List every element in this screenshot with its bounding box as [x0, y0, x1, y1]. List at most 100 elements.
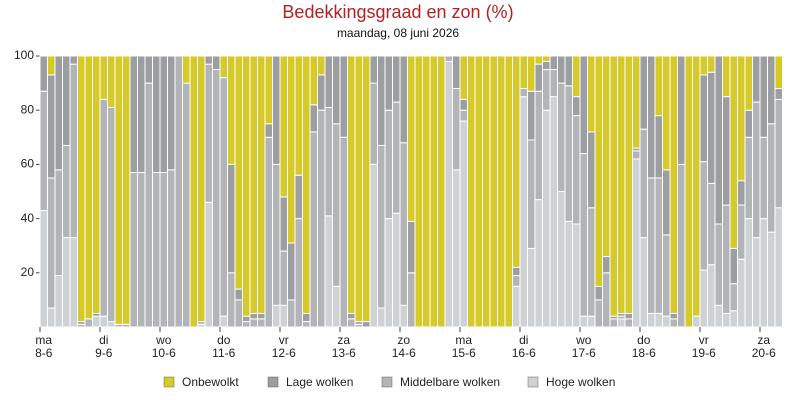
bar-segment: [47, 307, 56, 328]
bar-segment: [759, 218, 768, 328]
bar-segment: [579, 153, 588, 317]
bar-segment: [654, 177, 663, 314]
bar-segment: [159, 172, 168, 328]
bar-segment: [204, 63, 213, 203]
bar-segment: [204, 55, 213, 65]
bar-segment: [279, 55, 288, 198]
bar-segment: [197, 55, 206, 323]
bar-segment: [227, 272, 236, 328]
bar-segment: [707, 71, 716, 184]
bar-segment: [542, 69, 551, 111]
bar-segment: [39, 209, 48, 328]
x-tick-label: 18-6: [632, 346, 656, 360]
bar-segment: [744, 218, 753, 328]
x-tick-label: di: [99, 333, 108, 347]
bar-segment: [549, 55, 558, 71]
legend-swatch: [527, 376, 539, 388]
bar-segment: [654, 115, 663, 179]
bar-segment: [474, 55, 483, 328]
bar-segment: [287, 242, 296, 301]
bar-segment: [129, 55, 138, 174]
bar-segment: [699, 269, 708, 328]
bar-segment: [77, 55, 86, 323]
bar-segment: [459, 109, 468, 122]
bar-segment: [249, 55, 258, 314]
bar-segment: [647, 312, 656, 328]
bar-segment: [572, 223, 581, 328]
bar-segment: [737, 204, 746, 260]
bar-segment: [47, 177, 56, 309]
bar-segment: [84, 55, 93, 320]
bar-segment: [609, 55, 618, 317]
bar-segment: [212, 69, 221, 328]
bar-segment: [294, 218, 303, 328]
bar-segment: [302, 55, 311, 314]
bar-segment: [384, 55, 393, 111]
bar-segment: [294, 174, 303, 220]
bar-segment: [662, 55, 671, 171]
bar-segment: [324, 106, 333, 217]
bar-segment: [579, 315, 588, 328]
bar-segment: [752, 237, 761, 328]
bar-segment: [407, 220, 416, 274]
bar-segment: [752, 101, 761, 239]
bar-segment: [354, 55, 363, 323]
bar-segment: [369, 55, 378, 84]
bar-segment: [84, 318, 93, 328]
bar-segment: [564, 55, 573, 87]
bar-segment: [99, 98, 108, 317]
bar-segment: [729, 55, 738, 249]
bar-segment: [92, 315, 101, 328]
bar-segment: [287, 55, 296, 244]
x-tick-label: 16-6: [512, 346, 536, 360]
bar-segment: [497, 55, 506, 328]
bar-segment: [662, 315, 671, 328]
bar-segment: [272, 163, 281, 306]
bar-segment: [504, 55, 513, 328]
bar-segment: [62, 55, 71, 146]
bar-segment: [692, 315, 701, 328]
bar-segment: [519, 88, 528, 98]
bar-segment: [212, 55, 221, 71]
bar-segment: [62, 144, 71, 239]
x-tick-label: do: [637, 333, 651, 347]
bar-segment: [632, 150, 641, 160]
bar-segment: [39, 90, 48, 211]
bar-segment: [302, 312, 311, 323]
bar-segment: [542, 109, 551, 328]
bar-segment: [549, 96, 558, 328]
legend-swatch: [163, 376, 175, 388]
bar-segment: [587, 315, 596, 328]
bar-segment: [759, 136, 768, 220]
bar-segment: [332, 285, 341, 328]
x-tick-label: 15-6: [452, 346, 476, 360]
x-tick-label: do: [217, 333, 231, 347]
bar-segment: [347, 312, 356, 320]
bar-segment: [624, 55, 633, 314]
bar-segment: [279, 250, 288, 306]
bar-segment: [624, 318, 633, 328]
bar-segment: [564, 85, 573, 222]
bar-segment: [264, 55, 273, 125]
x-tick-label: di: [519, 333, 528, 347]
bar-segment: [534, 63, 543, 92]
bar-segment: [609, 318, 618, 328]
bar-segment: [452, 55, 461, 90]
bar-segment: [647, 177, 656, 314]
bar-segment: [512, 55, 521, 268]
bar-segment: [527, 139, 536, 249]
x-tick-label: 19-6: [692, 346, 716, 360]
bar-segment: [257, 312, 266, 320]
bar-segment: [594, 285, 603, 301]
bar-segment: [182, 82, 191, 328]
bar-segment: [204, 201, 213, 328]
bar-segment: [459, 120, 468, 328]
bar-segment: [317, 74, 326, 111]
bar-segment: [722, 96, 731, 206]
bar-segment: [677, 55, 686, 165]
bar-segment: [587, 131, 596, 209]
bar-segment: [579, 55, 588, 155]
chart-title: Bedekkingsgraad en zon (%): [282, 2, 513, 22]
bar-segment: [467, 55, 476, 328]
x-tick-label: 14-6: [392, 346, 416, 360]
